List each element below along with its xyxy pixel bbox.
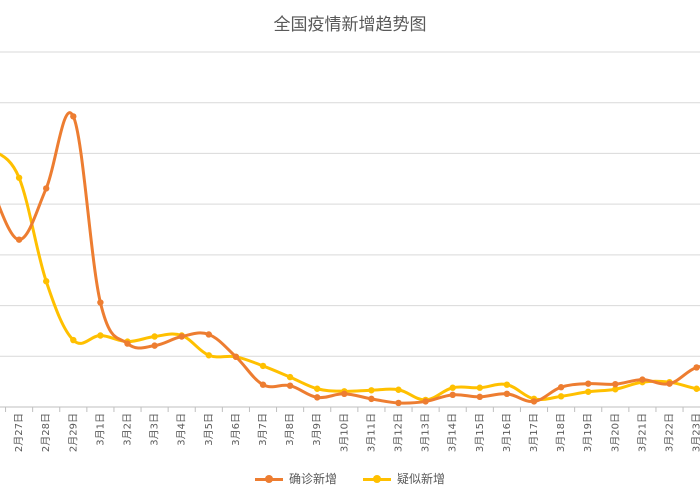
x-tick-label: 2月28日 — [40, 413, 52, 452]
x-tick-label: 3月10日 — [338, 413, 350, 452]
x-tick-label: 3月17日 — [528, 413, 540, 452]
data-point-suspected — [286, 373, 294, 381]
series-line-suspected — [0, 152, 700, 402]
data-point-confirmed — [449, 391, 456, 399]
x-tick-label: 3月16日 — [501, 413, 513, 452]
x-tick-label: 3月8日 — [284, 413, 296, 446]
data-point-confirmed — [639, 376, 646, 383]
data-point-confirmed — [124, 340, 131, 347]
data-point-suspected — [97, 332, 104, 339]
x-tick-label: 3月15日 — [474, 413, 486, 452]
data-point-confirmed — [97, 299, 104, 306]
legend-item-suspected[interactable]: 疑似新增 — [363, 470, 445, 487]
data-point-suspected — [612, 386, 619, 393]
data-point-suspected — [70, 336, 77, 344]
data-point-confirmed — [205, 331, 212, 338]
x-tick-label: 3月5日 — [203, 413, 215, 446]
data-point-confirmed — [395, 399, 402, 407]
legend-label-suspected: 疑似新增 — [397, 472, 446, 486]
data-point-confirmed — [693, 364, 700, 371]
data-point-suspected — [557, 393, 565, 400]
legend-item-confirmed[interactable]: 确诊新增 — [254, 470, 337, 487]
series-line-confirmed — [0, 111, 700, 405]
data-point-confirmed — [476, 393, 483, 401]
x-tick-label: 3月21日 — [636, 413, 648, 452]
data-point-confirmed — [232, 353, 240, 360]
data-point-suspected — [449, 384, 456, 391]
data-point-confirmed — [557, 384, 565, 391]
data-point-confirmed — [666, 380, 673, 387]
x-tick-label: 3月18日 — [555, 413, 567, 452]
data-point-suspected — [503, 381, 511, 388]
data-point-confirmed — [341, 390, 348, 398]
x-tick-label: 3月6日 — [230, 413, 242, 446]
x-tick-label: 3月3日 — [149, 413, 161, 446]
data-point-confirmed — [178, 333, 185, 340]
data-point-suspected — [259, 362, 267, 370]
chart-title: 全国疫情新增趋势图 — [273, 15, 427, 35]
x-tick-label: 3月19日 — [582, 413, 594, 452]
data-point-suspected — [15, 174, 23, 181]
data-point-suspected — [43, 278, 50, 285]
data-point-confirmed — [15, 236, 23, 243]
data-point-confirmed — [314, 394, 321, 401]
data-point-confirmed — [151, 342, 158, 349]
data-point-suspected — [693, 385, 700, 392]
data-point-confirmed — [368, 395, 375, 403]
data-point-confirmed — [530, 398, 538, 405]
x-tick-label: 3月23日 — [691, 413, 700, 452]
legend-swatch-confirmed — [254, 474, 283, 484]
data-point-confirmed — [612, 380, 619, 388]
data-point-confirmed — [286, 382, 294, 389]
data-point-suspected — [585, 388, 592, 395]
data-point-suspected — [395, 386, 402, 393]
x-tick-label: 3月9日 — [311, 413, 323, 446]
data-point-confirmed — [503, 390, 511, 398]
data-point-suspected — [205, 352, 212, 359]
data-point-suspected — [476, 384, 483, 391]
x-tick-label: 2月27日 — [13, 413, 25, 452]
data-point-confirmed — [70, 113, 77, 120]
data-point-suspected — [151, 333, 158, 340]
x-tick-label: 3月2日 — [122, 413, 134, 446]
x-tick-label: 3月14日 — [447, 413, 459, 452]
data-point-confirmed — [422, 398, 429, 405]
data-point-confirmed — [43, 185, 50, 192]
x-tick-label: 3月20日 — [609, 413, 621, 452]
x-tick-label: 3月11日 — [365, 413, 377, 452]
x-tick-label: 3月7日 — [257, 413, 269, 446]
x-tick-label: 2月29日 — [67, 413, 79, 452]
x-tick-label: 3月13日 — [420, 413, 432, 452]
x-tick-label: 3月22日 — [664, 413, 676, 452]
legend-label-confirmed: 确诊新增 — [288, 472, 337, 486]
legend-swatch-suspected — [363, 474, 391, 484]
data-point-suspected — [314, 385, 321, 392]
data-point-suspected — [368, 387, 375, 394]
x-tick-label: 3月4日 — [176, 413, 188, 446]
legend: 确诊新增 疑似新增 — [0, 470, 700, 487]
data-point-confirmed — [259, 381, 267, 388]
data-point-confirmed — [585, 380, 592, 387]
x-tick-label: 3月1日 — [94, 413, 106, 446]
x-tick-label: 3月12日 — [393, 413, 405, 452]
